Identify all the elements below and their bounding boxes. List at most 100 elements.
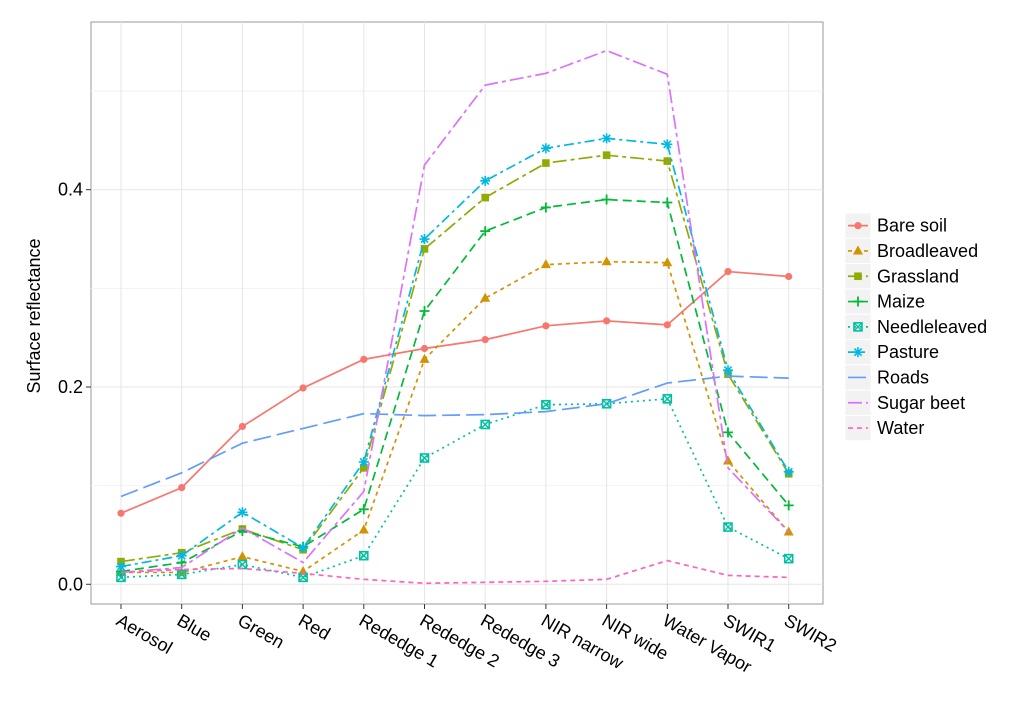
- data-point: [238, 422, 246, 431]
- point-cross: [177, 569, 187, 579]
- point-box: [419, 453, 430, 463]
- data-point: [542, 322, 550, 330]
- data-point: [358, 504, 369, 515]
- legend-item: Roads: [844, 364, 929, 391]
- legend-label: Roads: [877, 367, 929, 387]
- series-line: [120, 154, 790, 563]
- series-layer: [116, 49, 794, 585]
- point-box: [723, 522, 733, 532]
- point-box: [541, 399, 551, 410]
- data-point: [723, 365, 733, 376]
- data-point: [481, 193, 489, 202]
- data-point: [603, 317, 611, 325]
- series-line: [120, 49, 790, 574]
- data-point: [723, 455, 733, 465]
- data-point: [662, 139, 673, 150]
- series-line: [121, 260, 790, 574]
- point-cross: [541, 400, 551, 410]
- legend-item: Sugar beet: [844, 389, 965, 416]
- point-cross: [853, 322, 863, 332]
- data-point: [419, 353, 430, 363]
- point-cross: [420, 453, 429, 463]
- data-point: [299, 384, 307, 392]
- point-cross: [480, 419, 490, 429]
- data-point: [783, 500, 794, 511]
- data-point: [853, 347, 863, 358]
- series-line: [120, 375, 789, 498]
- grid: [91, 22, 823, 604]
- point-box: [662, 394, 673, 404]
- data-point: [419, 453, 430, 463]
- legend-item: Bare soil: [844, 212, 947, 239]
- data-point: [853, 322, 863, 332]
- point-cross: [602, 399, 612, 409]
- series-sugar-beet: [120, 49, 790, 574]
- data-point: [540, 143, 551, 154]
- point-cross: [359, 551, 369, 561]
- legend-item: Broadleaved: [844, 237, 978, 265]
- y-tick-label: 0.2: [58, 377, 83, 397]
- data-point: [481, 336, 489, 344]
- data-point: [358, 456, 369, 467]
- series-water: [120, 559, 789, 585]
- series-line: [120, 270, 789, 515]
- data-point: [663, 157, 672, 165]
- data-point: [853, 245, 863, 255]
- data-point: [662, 394, 673, 404]
- series-needleleaved: [116, 394, 794, 583]
- data-point: [662, 257, 673, 267]
- point-box: [783, 553, 794, 564]
- data-point: [540, 259, 551, 269]
- legend: Bare soil Broadleaved Grassland Maize Needle…: [844, 212, 987, 442]
- data-point: [602, 151, 611, 159]
- data-point: [480, 419, 491, 430]
- data-point: [116, 561, 126, 572]
- y-tick-label: 0.0: [58, 574, 83, 594]
- point-box: [853, 322, 863, 332]
- legend-label: Grassland: [877, 266, 959, 286]
- data-point: [358, 524, 369, 534]
- series-line: [120, 198, 790, 573]
- data-point: [480, 226, 491, 237]
- data-point: [117, 509, 125, 517]
- legend-label: Water: [877, 418, 924, 438]
- legend-item: Pasture: [844, 339, 939, 366]
- data-point: [854, 222, 862, 230]
- point-box: [480, 419, 491, 430]
- point-cross: [298, 572, 308, 582]
- data-point: [360, 464, 368, 472]
- point-cross: [723, 522, 733, 532]
- point-box: [176, 569, 187, 580]
- x-tick-label: Aerosol: [113, 610, 176, 658]
- legend-label: Pasture: [877, 342, 939, 362]
- data-point: [854, 272, 862, 281]
- point-cross: [116, 572, 126, 582]
- data-point: [783, 553, 794, 564]
- legend-item: Maize: [844, 288, 925, 315]
- data-point: [419, 234, 430, 245]
- legend-label: Needleleaved: [877, 317, 987, 337]
- point-box: [358, 550, 369, 561]
- data-point: [176, 550, 187, 561]
- data-point: [176, 566, 187, 576]
- legend-label: Bare soil: [877, 216, 947, 236]
- x-tick-label: Blue: [174, 610, 215, 645]
- data-point: [785, 272, 793, 281]
- y-axis-title: Surface reflectance: [24, 238, 44, 393]
- data-point: [420, 245, 429, 253]
- data-point: [237, 507, 248, 518]
- data-point: [360, 355, 368, 363]
- data-point: [783, 466, 794, 477]
- point-cross: [237, 560, 247, 570]
- data-point: [116, 572, 126, 583]
- data-point: [542, 159, 550, 167]
- data-point: [237, 551, 248, 561]
- data-point: [601, 133, 612, 144]
- data-point: [853, 296, 863, 307]
- data-point: [724, 267, 732, 276]
- data-point: [662, 197, 673, 208]
- point-cross: [784, 554, 794, 564]
- data-point: [178, 484, 186, 492]
